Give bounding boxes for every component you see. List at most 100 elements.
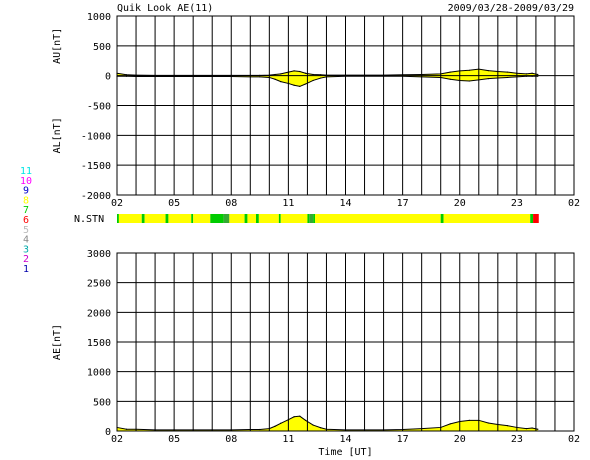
au-series-point bbox=[525, 73, 527, 75]
time-axis-label: Time [UT] bbox=[318, 447, 372, 458]
station-segment bbox=[440, 214, 444, 223]
station-legend-label: 11 bbox=[20, 166, 32, 177]
station-segment bbox=[309, 214, 314, 223]
al-series-point bbox=[320, 77, 322, 79]
au-series-point bbox=[320, 74, 322, 76]
al-series-point bbox=[506, 76, 508, 79]
ae-series-point bbox=[506, 425, 508, 427]
x-tick-label: 02 bbox=[111, 198, 123, 209]
station-legend-label: 4 bbox=[23, 235, 29, 246]
ae-series-point bbox=[280, 422, 282, 424]
y-tick-label: 3000 bbox=[87, 249, 111, 260]
ae-series-point bbox=[531, 427, 533, 429]
y-tick-label: 1000 bbox=[87, 368, 111, 379]
station-legend-label: 9 bbox=[23, 186, 29, 197]
station-legend-label: 2 bbox=[23, 254, 29, 265]
al-series-point bbox=[304, 83, 307, 85]
station-segment bbox=[256, 214, 259, 223]
station-legend-label: 10 bbox=[20, 176, 32, 187]
station-segment bbox=[117, 214, 119, 223]
y-tick-label: 1000 bbox=[87, 12, 111, 23]
station-legend-label: 7 bbox=[23, 205, 29, 216]
station-legend-label: 3 bbox=[23, 244, 29, 255]
y-tick-label: 0 bbox=[105, 427, 111, 438]
ae-series-point bbox=[259, 428, 261, 431]
y-tick-label: 2000 bbox=[87, 308, 111, 319]
y-tick-label: 500 bbox=[93, 42, 111, 53]
al-series-point bbox=[293, 84, 295, 86]
ae-series-area bbox=[117, 416, 538, 431]
al-series-point bbox=[259, 76, 261, 78]
ae-series-point bbox=[299, 415, 301, 417]
al-series-point bbox=[280, 81, 282, 83]
station-segment bbox=[533, 214, 539, 223]
station-segment bbox=[229, 214, 245, 223]
station-legend-label: 1 bbox=[23, 264, 29, 275]
x-tick-label: 17 bbox=[397, 434, 409, 445]
ae-series-point bbox=[525, 428, 527, 430]
station-segment bbox=[165, 214, 169, 223]
station-segment bbox=[244, 214, 248, 223]
date-range: 2009/03/28-2009/03/29 bbox=[448, 3, 574, 14]
station-segment bbox=[210, 214, 224, 223]
ae-series-point bbox=[293, 416, 295, 418]
station-segment bbox=[118, 214, 142, 223]
al-series-point bbox=[274, 78, 276, 80]
station-legend-label: 8 bbox=[23, 195, 29, 206]
station-segment bbox=[168, 214, 192, 223]
y-tick-label: 500 bbox=[93, 397, 111, 408]
station-count-label: N.STN bbox=[74, 214, 104, 225]
station-segment bbox=[223, 214, 230, 223]
y-tick-label: -1000 bbox=[81, 131, 111, 142]
x-tick-label: 02 bbox=[111, 434, 123, 445]
station-segment bbox=[258, 214, 279, 223]
station-segment bbox=[307, 214, 310, 223]
ae-axis-label: AE[nT] bbox=[52, 324, 63, 360]
al-series-point bbox=[468, 80, 470, 82]
y-tick-label: 1500 bbox=[87, 338, 111, 349]
x-tick-label: 11 bbox=[282, 198, 294, 209]
station-segment bbox=[280, 214, 308, 223]
x-tick-label: 05 bbox=[168, 434, 180, 445]
y-tick-label: -500 bbox=[87, 102, 111, 113]
ae-series-point bbox=[125, 428, 128, 430]
station-segment bbox=[141, 214, 145, 223]
au-series-point bbox=[312, 73, 314, 76]
ae-series-point bbox=[312, 424, 314, 426]
au-series-point bbox=[280, 73, 282, 75]
x-tick-label: 17 bbox=[397, 198, 409, 209]
station-segment bbox=[278, 214, 281, 223]
al-series-point bbox=[299, 85, 301, 88]
x-tick-label: 14 bbox=[339, 434, 351, 445]
y-tick-label: 0 bbox=[105, 72, 111, 83]
au-series-point bbox=[125, 74, 128, 76]
x-tick-label: 05 bbox=[168, 198, 180, 209]
ae-series-point bbox=[468, 419, 470, 421]
chart-title: Quik Look AE(11) bbox=[117, 3, 213, 14]
station-segment bbox=[193, 214, 211, 223]
au-series-area bbox=[117, 69, 538, 76]
al-series-point bbox=[449, 78, 451, 80]
station-segment bbox=[191, 214, 194, 223]
au-series-point bbox=[304, 72, 307, 74]
au-series-point bbox=[299, 70, 301, 73]
al-series-area bbox=[117, 75, 538, 87]
au-series-point bbox=[449, 71, 451, 73]
au-series-point bbox=[537, 73, 539, 76]
y-tick-label: -2000 bbox=[81, 191, 111, 202]
y-tick-label: 2500 bbox=[87, 279, 111, 290]
station-coverage-panel: N.STN bbox=[74, 214, 539, 225]
x-tick-label: 02 bbox=[568, 434, 580, 445]
station-segment bbox=[530, 214, 534, 223]
station-segment bbox=[144, 214, 166, 223]
x-tick-label: 20 bbox=[454, 198, 466, 209]
x-tick-label: 08 bbox=[225, 198, 237, 209]
au-series-point bbox=[487, 69, 489, 72]
ae-series-point bbox=[320, 427, 322, 429]
x-tick-label: 11 bbox=[282, 434, 294, 445]
